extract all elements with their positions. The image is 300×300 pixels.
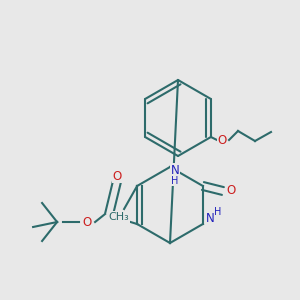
Text: O: O: [82, 215, 92, 229]
Text: H: H: [171, 176, 179, 186]
Text: O: O: [218, 134, 226, 146]
Text: CH₃: CH₃: [109, 212, 130, 222]
Text: N: N: [206, 212, 214, 226]
Text: H: H: [214, 207, 222, 217]
Text: O: O: [226, 184, 236, 197]
Text: O: O: [112, 169, 122, 182]
Text: N: N: [171, 164, 179, 176]
